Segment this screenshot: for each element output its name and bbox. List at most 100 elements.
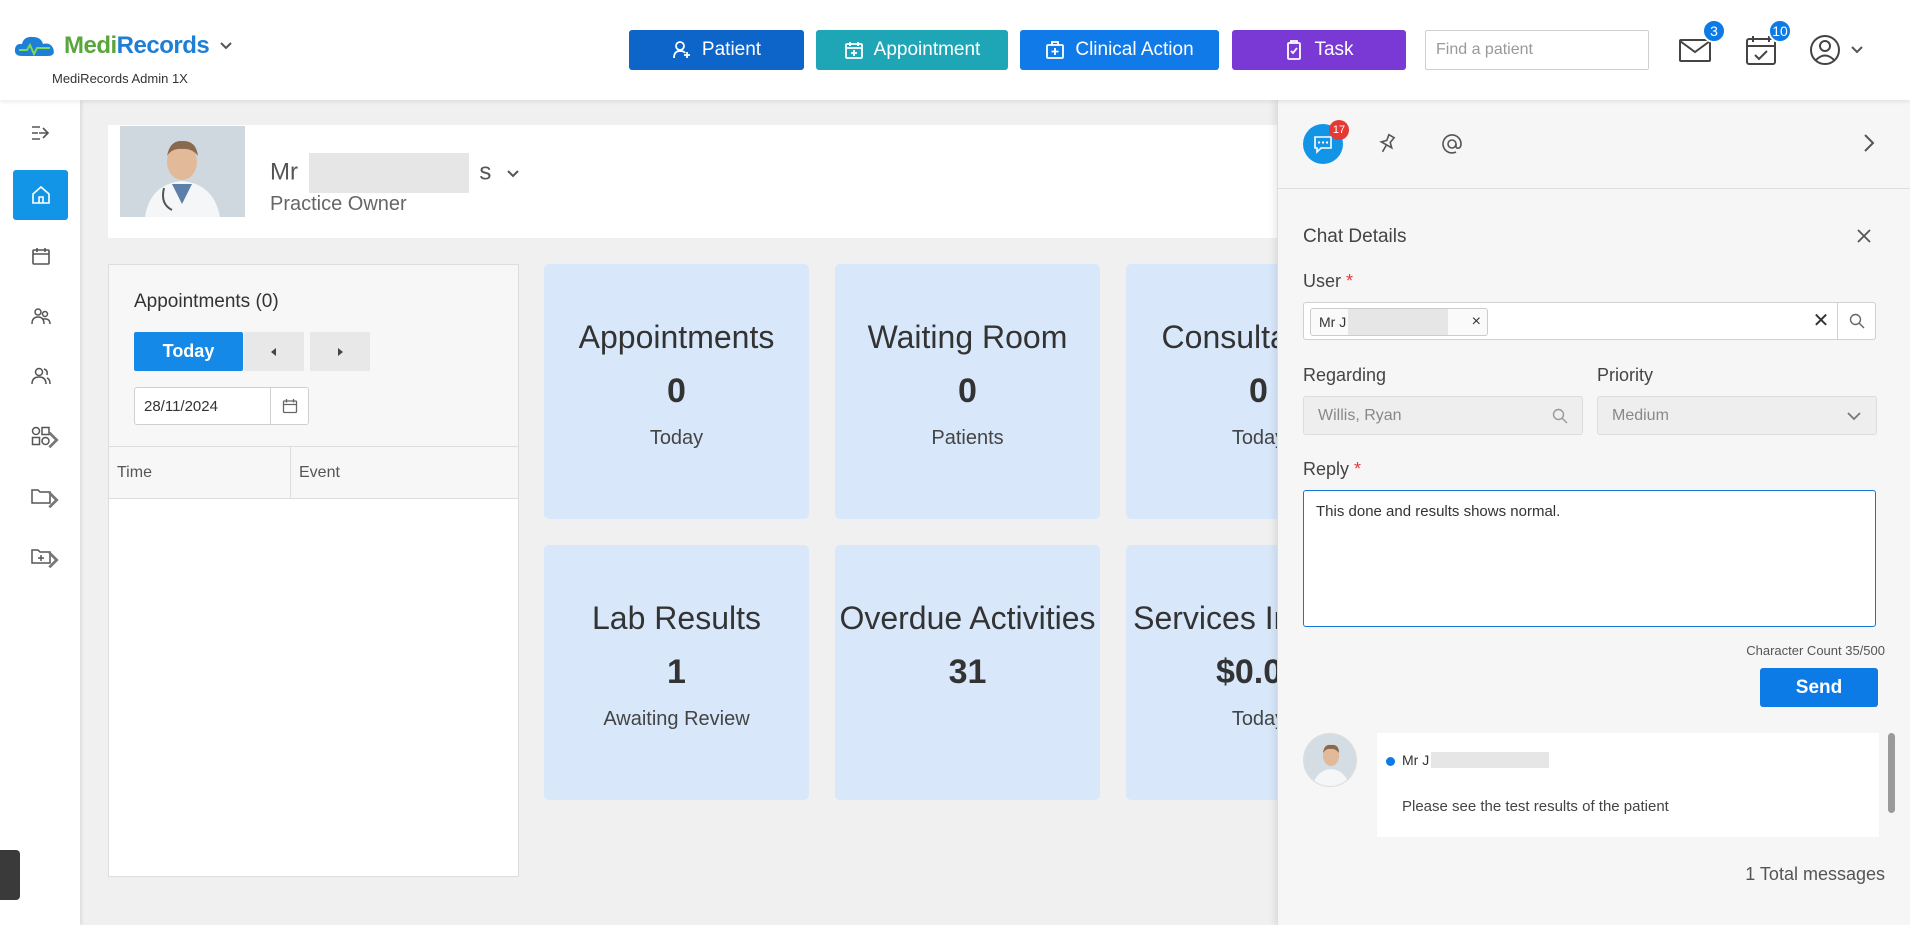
nav-add-folder[interactable]: [13, 531, 68, 581]
nav-patients[interactable]: [13, 291, 68, 341]
chevron-right-icon: [48, 431, 59, 449]
mention-icon[interactable]: [1440, 132, 1464, 156]
card-value: 0: [958, 372, 977, 410]
appointments-panel: Appointments (0) Today 28/11/2024 Time E…: [108, 264, 519, 877]
chat-count-badge: 17: [1329, 120, 1349, 140]
regarding-value: Willis, Ryan: [1318, 406, 1402, 424]
app-logo[interactable]: MediRecords: [12, 32, 233, 60]
chat-bubble-icon: [1314, 136, 1332, 154]
appointments-title: Appointments (0): [134, 291, 279, 312]
clinical-action-button[interactable]: Clinical Action: [1020, 30, 1219, 70]
tasks-count-badge: 10: [1768, 19, 1792, 43]
nav-modules[interactable]: [13, 411, 68, 461]
expand-menu-button[interactable]: [13, 108, 68, 158]
calendar-picker-button[interactable]: [270, 388, 308, 424]
chevron-down-icon[interactable]: [219, 39, 233, 53]
redacted-name: [1431, 752, 1550, 768]
user-role: Practice Owner: [270, 193, 407, 215]
send-button[interactable]: Send: [1760, 668, 1878, 707]
add-user-icon: [673, 41, 690, 59]
card-waiting-room[interactable]: Waiting Room 0 Patients: [835, 264, 1100, 519]
calendar-check-icon: [1746, 36, 1776, 65]
cloud-logo-icon: [12, 32, 58, 60]
folder-add-icon: [30, 549, 51, 564]
new-patient-button[interactable]: Patient: [629, 30, 804, 70]
nav-home[interactable]: [13, 170, 68, 220]
patients-icon: [30, 308, 51, 325]
chevron-down-icon[interactable]: [506, 169, 520, 179]
user-name: Mr s: [270, 153, 520, 193]
mail-icon: [1679, 39, 1711, 62]
task-button-label: Task: [1314, 39, 1354, 60]
chat-tab[interactable]: 17: [1303, 120, 1349, 164]
new-task-button[interactable]: Task: [1232, 30, 1406, 70]
search-icon: [1552, 408, 1568, 424]
card-title: Lab Results: [592, 600, 761, 636]
message-list: Mr J Please see the test results of the …: [1303, 727, 1879, 837]
nav-folders[interactable]: [13, 471, 68, 521]
reply-textarea[interactable]: This done and results shows normal.: [1303, 490, 1876, 627]
close-icon[interactable]: [1856, 228, 1872, 244]
user-circle-icon: [1810, 35, 1840, 65]
card-title: Overdue Activities: [839, 600, 1096, 636]
left-navigation: [0, 100, 80, 925]
column-header-time[interactable]: Time: [109, 447, 291, 498]
user-select-field[interactable]: Mr J × ✕: [1303, 302, 1876, 340]
drawer-toolbar: 17: [1278, 100, 1910, 189]
column-header-event[interactable]: Event: [299, 463, 340, 481]
clear-icon[interactable]: ✕: [1812, 310, 1830, 332]
previous-day-button[interactable]: [244, 332, 304, 371]
nav-calendar[interactable]: [13, 231, 68, 281]
logo-text: MediRecords: [64, 32, 210, 59]
card-overdue-activities[interactable]: Overdue Activities 31: [835, 545, 1100, 800]
nav-contacts[interactable]: [13, 351, 68, 401]
message-author: Mr J: [1402, 752, 1550, 768]
side-toggle-tab[interactable]: [0, 850, 20, 900]
card-subtitle: Awaiting Review: [603, 708, 750, 730]
find-patient-input[interactable]: [1436, 41, 1643, 59]
today-button[interactable]: Today: [134, 332, 243, 371]
appointments-panel-header: Appointments (0) Today 28/11/2024: [109, 265, 518, 447]
messages-button[interactable]: 3: [1678, 19, 1726, 67]
user-menu[interactable]: [1808, 33, 1868, 67]
message-scrollbar[interactable]: [1888, 733, 1895, 813]
profile-photo: [120, 126, 245, 217]
reply-label: Reply *: [1303, 459, 1362, 479]
find-patient-field[interactable]: [1425, 30, 1649, 70]
next-day-button[interactable]: [310, 332, 370, 371]
calendar-add-icon: [844, 42, 863, 59]
card-value: 0: [1249, 372, 1268, 410]
remove-chip-icon[interactable]: ×: [1471, 313, 1481, 330]
message-card[interactable]: Mr J Please see the test results of the …: [1377, 733, 1879, 837]
total-messages: 1 Total messages: [1745, 864, 1885, 884]
calendar-icon: [282, 399, 297, 414]
chevron-right-icon[interactable]: [1858, 132, 1880, 154]
tasks-calendar-button[interactable]: 10: [1744, 19, 1792, 67]
patient-button-label: Patient: [701, 39, 762, 60]
date-picker[interactable]: 28/11/2024: [134, 387, 309, 425]
card-lab-results[interactable]: Lab Results 1 Awaiting Review: [544, 545, 809, 800]
card-value: 1: [667, 653, 686, 691]
card-title: Appointments: [578, 319, 775, 355]
new-appointment-button[interactable]: Appointment: [816, 30, 1008, 70]
card-title: Waiting Room: [867, 319, 1068, 355]
card-subtitle: Patients: [931, 427, 1004, 449]
chevron-right-icon: [48, 551, 59, 569]
redacted-name: [308, 153, 469, 193]
date-value: 28/11/2024: [144, 397, 218, 415]
card-value: 31: [948, 653, 987, 691]
priority-label: Priority: [1597, 365, 1654, 385]
chevron-down-icon: [1847, 412, 1861, 421]
expand-menu-icon: [31, 126, 49, 140]
pin-icon[interactable]: [1375, 132, 1399, 156]
triangle-right-icon: [338, 347, 343, 356]
users-icon: [30, 367, 51, 385]
mail-count-badge: 3: [1702, 19, 1726, 43]
chat-drawer: 17 Chat Details User * Mr J × ✕ Regardin…: [1277, 100, 1910, 925]
user-search-button[interactable]: [1837, 303, 1875, 339]
card-appointments[interactable]: Appointments 0 Today: [544, 264, 809, 519]
clinical-action-button-label: Clinical Action: [1075, 39, 1194, 60]
character-count: Character Count 35/500: [1746, 643, 1885, 658]
folder-icon: [30, 489, 51, 504]
appointments-table-header: Time Event: [109, 447, 518, 499]
